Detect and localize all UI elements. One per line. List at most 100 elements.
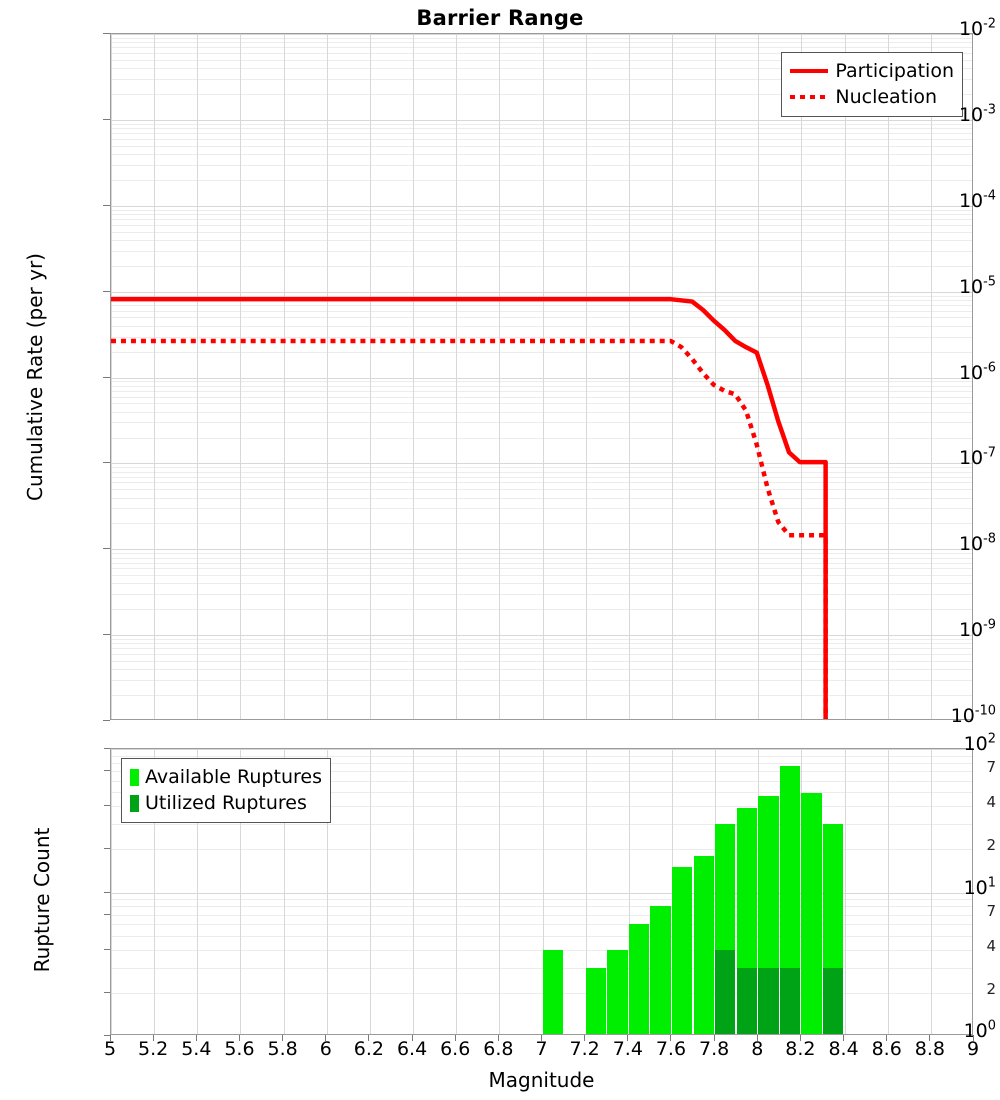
top-y-tick: 10-7 (958, 446, 996, 470)
x-tick: 7.6 (655, 1038, 687, 1060)
gridline-minor (111, 37, 972, 39)
top-y-tick: 10-8 (958, 531, 996, 556)
legend-item-nucleation[interactable]: Nucleation (790, 84, 954, 110)
x-tick: 5.4 (181, 1038, 212, 1060)
top-y-tickmark (103, 376, 110, 378)
gridline-minor (111, 508, 972, 510)
gridline-minor (111, 824, 972, 826)
gridline-minor (111, 68, 972, 70)
bottom-y-tickmark (104, 991, 110, 993)
bar-utilized-ruptures (736, 967, 758, 1034)
x-tick: 8.6 (871, 1038, 902, 1060)
bar-available-ruptures (607, 949, 628, 1034)
gridline-vertical (326, 34, 328, 719)
bar-available-ruptures (628, 924, 650, 1034)
gridline-minor (111, 906, 972, 908)
gridline-minor (111, 94, 972, 96)
gridline-vertical (499, 34, 501, 719)
gridline-minor (111, 437, 972, 439)
x-tick: 6.8 (483, 1038, 514, 1060)
bar-available-ruptures (693, 855, 714, 1034)
x-tickmark (152, 1035, 154, 1041)
gridline-minor (111, 265, 972, 267)
gridline-vertical (197, 34, 199, 719)
curve-nucleation (111, 338, 828, 719)
x-tick: 5.8 (267, 1038, 298, 1060)
rupture-count-panel: Available Ruptures Utilized Ruptures (110, 748, 973, 1035)
gridline-vertical (240, 749, 242, 1034)
cumulative-rate-panel: Participation Nucleation (110, 33, 973, 720)
gridline-minor (111, 128, 972, 130)
top-y-tick: 10-10 (950, 703, 996, 727)
x-tick: 5.6 (224, 1038, 255, 1060)
x-tickmark (195, 1035, 197, 1041)
bottom-y-tick: 101 (963, 875, 996, 899)
gridline-major (111, 549, 972, 551)
gridline-minor (111, 295, 972, 297)
x-tickmark (368, 1035, 370, 1041)
x-tickmark (109, 1035, 111, 1041)
bottom-y-axis-label: Rupture Count (30, 827, 54, 973)
gridline-minor (111, 78, 972, 80)
bottom-y-tickmark (104, 805, 110, 807)
bar-available-ruptures (585, 967, 607, 1034)
gridline-minor (111, 250, 972, 252)
gridline-major (111, 377, 972, 379)
x-tickmark (843, 1035, 845, 1041)
gridline-minor (111, 390, 972, 392)
gridline-major (111, 205, 972, 207)
gridline-major (111, 463, 972, 465)
x-tick: 6.4 (396, 1038, 428, 1060)
bottom-legend: Available Ruptures Utilized Ruptures (121, 758, 331, 823)
gridline-minor (111, 164, 972, 166)
gridline-major (111, 749, 972, 750)
solid-line-icon (790, 69, 829, 73)
gridline-vertical (542, 749, 544, 1034)
gridline-vertical (801, 34, 803, 719)
bar-available-ruptures (822, 824, 844, 1034)
x-tick: 6.2 (353, 1038, 384, 1060)
gridline-minor (111, 385, 972, 387)
gridline-minor (111, 594, 972, 596)
gridline-minor (111, 422, 972, 424)
gridline-minor (111, 924, 972, 926)
gridline-minor (111, 992, 972, 994)
x-tick: 5 (103, 1038, 117, 1060)
gridline-minor (111, 680, 972, 682)
bottom-y-tickmark (104, 770, 110, 772)
x-tickmark (584, 1035, 586, 1041)
gridline-minor (111, 239, 972, 241)
gridline-minor (111, 583, 972, 585)
x-tick: 7 (535, 1038, 548, 1060)
gridline-minor (111, 381, 972, 383)
bar-utilized-ruptures (779, 967, 801, 1034)
gridline-minor (111, 914, 972, 916)
legend-item-participation[interactable]: Participation (790, 58, 954, 84)
gridline-vertical (585, 34, 587, 719)
gridline-minor (111, 304, 972, 306)
legend-item-utilized-ruptures[interactable]: Utilized Ruptures (130, 790, 322, 816)
rupture-count-bars (111, 749, 972, 1034)
gridline-vertical (413, 749, 415, 1034)
gridline-minor (111, 792, 972, 794)
x-tick: 9 (966, 1038, 980, 1060)
x-axis-label: Magnitude (488, 1068, 595, 1092)
top-y-tick: 10-2 (958, 16, 996, 40)
gridline-minor (111, 669, 972, 671)
x-tickmark (238, 1035, 240, 1041)
top-y-tickmark (103, 462, 110, 464)
bar-available-ruptures (542, 949, 563, 1034)
gridline-vertical (154, 749, 156, 1034)
top-y-tickmark (103, 290, 110, 292)
gridline-vertical (585, 749, 587, 1034)
bottom-y-tickmark (104, 848, 110, 850)
top-y-tick: 10-9 (958, 617, 996, 642)
legend-label-utilized-ruptures: Utilized Ruptures (145, 792, 307, 814)
gridline-vertical (197, 749, 199, 1034)
gridline-minor (111, 231, 972, 233)
available-swatch-icon (130, 768, 139, 786)
bottom-y-tick: 102 (963, 731, 996, 755)
legend-item-available-ruptures[interactable]: Available Ruptures (130, 764, 322, 790)
gridline-minor (111, 762, 972, 764)
bottom-y-tick: 2 (986, 979, 996, 998)
